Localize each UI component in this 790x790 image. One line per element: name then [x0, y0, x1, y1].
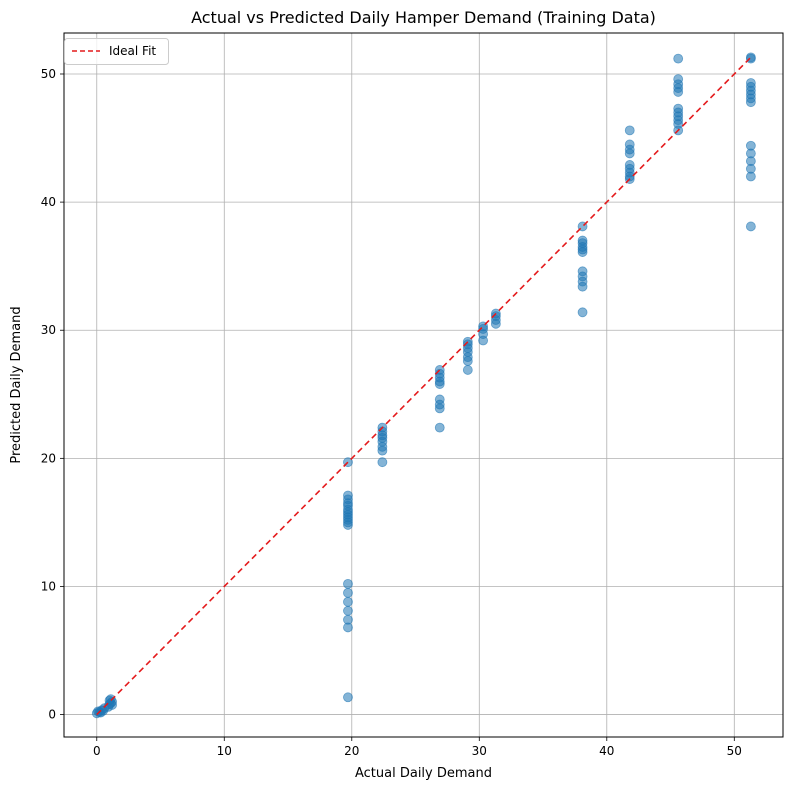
scatter-point [343, 692, 353, 703]
x-tick-label: 30 [472, 744, 487, 758]
x-tick-label: 0 [93, 744, 101, 758]
ideal-fit-line [96, 56, 752, 716]
y-tick-label: 10 [41, 579, 56, 593]
scatter-point [343, 622, 353, 633]
x-tick-label: 40 [599, 744, 614, 758]
x-tick-label: 20 [344, 744, 359, 758]
y-tick-label: 30 [41, 323, 56, 337]
scatter-point [577, 247, 588, 257]
scatter-point [434, 379, 445, 389]
scatter-point [343, 596, 353, 607]
scatter-point [745, 171, 756, 182]
scatter-point [377, 457, 388, 468]
scatter-point [490, 318, 501, 329]
scatter-point [343, 587, 353, 598]
axis-ticks: 0 10 20 30 40 50 0 10 20 30 40 50 [41, 67, 742, 758]
scatter-point [673, 87, 684, 97]
scatter-point [95, 707, 106, 718]
scatter-point [577, 281, 588, 292]
scatter-point [343, 579, 353, 589]
y-tick-label: 40 [41, 195, 56, 209]
scatter-point [434, 403, 445, 414]
scatter-point [624, 148, 635, 159]
legend-box [64, 38, 169, 65]
scatter-point [673, 119, 684, 129]
scatter-point [577, 307, 588, 318]
scatter-point [745, 221, 756, 232]
x-tick-label: 10 [217, 744, 232, 758]
legend: Ideal Fit [64, 38, 169, 65]
ideal-fit-layer [96, 56, 752, 716]
x-tick-label: 50 [727, 744, 742, 758]
y-tick-label: 0 [48, 708, 56, 722]
y-axis-label: Predicted Daily Demand [9, 306, 24, 463]
data-points [91, 52, 756, 719]
scatter-point [462, 356, 473, 366]
y-tick-label: 20 [41, 451, 56, 465]
legend-label-ideal-fit: Ideal Fit [109, 44, 156, 58]
scatter-point [745, 97, 756, 108]
plot-frame [63, 32, 784, 738]
scatter-point [462, 365, 473, 375]
y-tick-label: 50 [41, 67, 56, 81]
grid [64, 33, 783, 737]
scatter-point [107, 700, 117, 710]
scatter-point [624, 125, 635, 136]
scatter-point [624, 171, 635, 182]
scatter-point [478, 335, 489, 346]
scatter-point [343, 520, 353, 530]
chart-title: Actual vs Predicted Daily Hamper Demand … [191, 8, 656, 27]
scatter-point [377, 445, 388, 456]
scatter-point [343, 605, 353, 616]
scatter-point [673, 53, 684, 64]
x-axis-label: Actual Daily Demand [355, 766, 492, 781]
scatter-point [434, 422, 445, 433]
scatter-point [745, 53, 756, 64]
